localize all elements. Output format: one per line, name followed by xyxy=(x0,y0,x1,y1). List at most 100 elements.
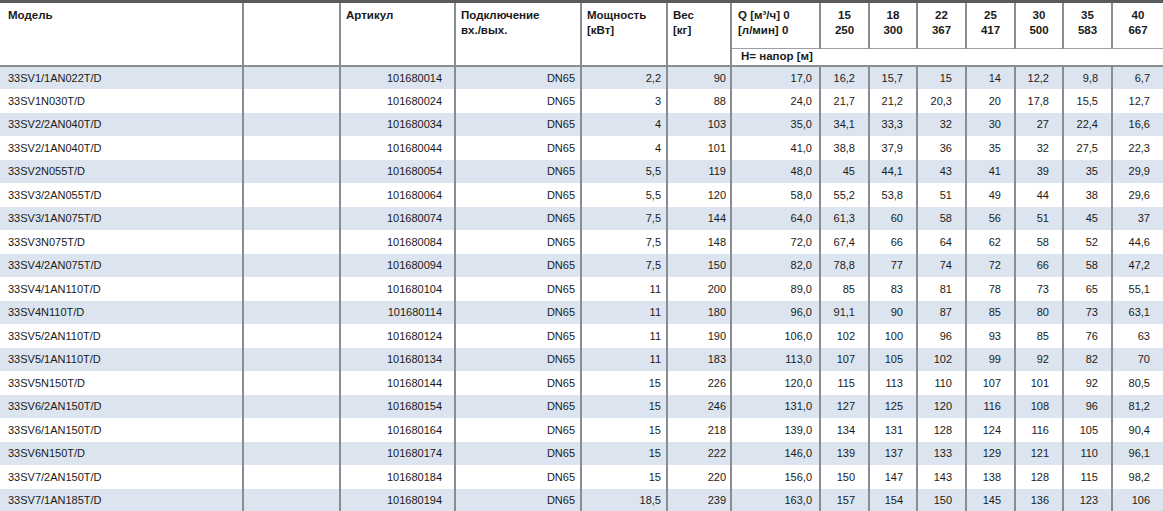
flow-lmin-value: 250 xyxy=(821,23,868,38)
head-value-cell: 63 xyxy=(1112,324,1163,348)
table-row: 33SV3/1AN075T/D101680074DN657,514464,061… xyxy=(0,207,1163,231)
head-value-cell: 55,1 xyxy=(1112,277,1163,301)
head-value-cell: 80 xyxy=(1015,301,1063,325)
table-row: 33SV5/2AN110T/D101680124DN6511190106,010… xyxy=(0,324,1163,348)
head-value-cell: 34,1 xyxy=(820,113,869,137)
head-row-label: Н= напор [м] xyxy=(731,49,1163,66)
head-value-cell: 129 xyxy=(966,442,1015,466)
power-cell: 5,5 xyxy=(581,160,667,184)
spacer-cell xyxy=(243,324,340,348)
head-value-cell: 64 xyxy=(917,230,966,254)
article-cell: 101680034 xyxy=(340,113,455,137)
head-value-cell: 15,5 xyxy=(1063,89,1112,113)
weight-cell: 144 xyxy=(667,207,731,231)
head-value-cell: 58 xyxy=(1015,230,1063,254)
weight-cell: 190 xyxy=(667,324,731,348)
head-value-cell: 133 xyxy=(917,442,966,466)
col-header-q: Q [м³/ч] 0 [л/мин] 0 xyxy=(731,2,820,49)
power-cell: 11 xyxy=(581,348,667,372)
flow-m3h-value: 40 xyxy=(1113,8,1163,23)
q0-head-cell: 41,0 xyxy=(731,136,820,160)
model-cell: 33SV4/2AN075T/D xyxy=(0,254,243,278)
q0-head-cell: 72,0 xyxy=(731,230,820,254)
head-value-cell: 38,8 xyxy=(820,136,869,160)
head-value-cell: 37,9 xyxy=(869,136,917,160)
spacer-cell xyxy=(243,89,340,113)
spacer-cell xyxy=(243,66,340,90)
power-cell: 15 xyxy=(581,418,667,442)
head-value-cell: 17,8 xyxy=(1015,89,1063,113)
head-value-cell: 120 xyxy=(917,395,966,419)
head-value-cell: 105 xyxy=(869,348,917,372)
article-cell: 101680074 xyxy=(340,207,455,231)
head-value-cell: 14 xyxy=(966,66,1015,90)
connection-cell: DN65 xyxy=(455,183,581,207)
spacer-cell xyxy=(243,207,340,231)
flow-m3h-value: 25 xyxy=(967,8,1014,23)
col-header-spacer xyxy=(243,2,340,66)
head-value-cell: 74 xyxy=(917,254,966,278)
head-value-cell: 157 xyxy=(820,489,869,511)
head-value-cell: 33,3 xyxy=(869,113,917,137)
weight-cell: 183 xyxy=(667,348,731,372)
head-value-cell: 116 xyxy=(966,395,1015,419)
head-value-cell: 35 xyxy=(966,136,1015,160)
q0-head-cell: 24,0 xyxy=(731,89,820,113)
head-value-cell: 39 xyxy=(1015,160,1063,184)
power-cell: 2,2 xyxy=(581,66,667,90)
q0-head-cell: 113,0 xyxy=(731,348,820,372)
head-value-cell: 85 xyxy=(966,301,1015,325)
power-cell: 15 xyxy=(581,395,667,419)
head-value-cell: 35 xyxy=(1063,160,1112,184)
power-cell: 7,5 xyxy=(581,254,667,278)
head-value-cell: 52 xyxy=(1063,230,1112,254)
power-cell: 5,5 xyxy=(581,183,667,207)
col-header-q-line2: [л/мин] 0 xyxy=(738,23,819,38)
col-header-flow-30: 30500 xyxy=(1015,2,1063,49)
article-cell: 101680094 xyxy=(340,254,455,278)
table-row: 33SV4/2AN075T/D101680094DN657,515082,078… xyxy=(0,254,1163,278)
head-value-cell: 81 xyxy=(917,277,966,301)
table-row: 33SV6/1AN150T/D101680164DN6515218139,013… xyxy=(0,418,1163,442)
head-value-cell: 70 xyxy=(1112,348,1163,372)
head-value-cell: 73 xyxy=(1063,301,1112,325)
head-value-cell: 82 xyxy=(1063,348,1112,372)
head-value-cell: 110 xyxy=(1063,442,1112,466)
header-row: Модель Артикул Подключение вх./вых. Мощн… xyxy=(0,2,1163,49)
head-value-cell: 91,1 xyxy=(820,301,869,325)
model-cell: 33SV5N150T/D xyxy=(0,371,243,395)
spacer-cell xyxy=(243,277,340,301)
head-value-cell: 96,1 xyxy=(1112,442,1163,466)
head-value-cell: 92 xyxy=(1063,371,1112,395)
table-row: 33SV2/2AN040T/D101680034DN65410335,034,1… xyxy=(0,113,1163,137)
connection-cell: DN65 xyxy=(455,136,581,160)
power-cell: 7,5 xyxy=(581,207,667,231)
article-cell: 101680164 xyxy=(340,418,455,442)
flow-lmin-value: 583 xyxy=(1064,23,1111,38)
weight-cell: 101 xyxy=(667,136,731,160)
head-value-cell: 138 xyxy=(966,465,1015,489)
model-cell: 33SV7/1AN185T/D xyxy=(0,489,243,511)
article-cell: 101680144 xyxy=(340,371,455,395)
table-header: Модель Артикул Подключение вх./вых. Мощн… xyxy=(0,2,1163,66)
model-cell: 33SV1N030T/D xyxy=(0,89,243,113)
col-header-weight-line2: [кг] xyxy=(673,23,730,38)
weight-cell: 222 xyxy=(667,442,731,466)
head-value-cell: 125 xyxy=(869,395,917,419)
head-value-cell: 100 xyxy=(869,324,917,348)
weight-cell: 150 xyxy=(667,254,731,278)
head-value-cell: 110 xyxy=(917,371,966,395)
table-row: 33SV5N150T/D101680144DN6515226120,011511… xyxy=(0,371,1163,395)
connection-cell: DN65 xyxy=(455,395,581,419)
flow-lmin-value: 417 xyxy=(967,23,1014,38)
weight-cell: 220 xyxy=(667,465,731,489)
flow-lmin-value: 367 xyxy=(918,23,965,38)
col-header-article: Артикул xyxy=(340,2,455,66)
spacer-cell xyxy=(243,371,340,395)
head-value-cell: 150 xyxy=(820,465,869,489)
head-value-cell: 96 xyxy=(1063,395,1112,419)
spacer-cell xyxy=(243,465,340,489)
q0-head-cell: 64,0 xyxy=(731,207,820,231)
flow-lmin-value: 300 xyxy=(870,23,916,38)
spacer-cell xyxy=(243,395,340,419)
